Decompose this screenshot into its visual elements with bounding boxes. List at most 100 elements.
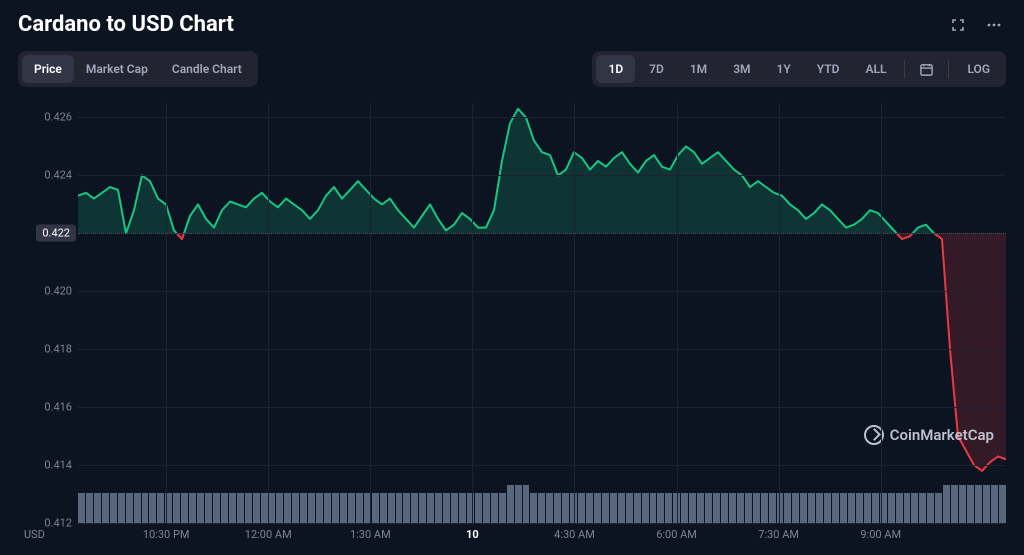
y-tick-label: 0.412	[44, 517, 72, 530]
volume-bar	[530, 493, 537, 523]
volume-bar	[919, 493, 926, 523]
volume-bar	[149, 493, 156, 523]
volume-bar	[991, 485, 998, 523]
plot-region[interactable]: CoinMarketCap	[78, 103, 1006, 523]
chart-type-tabs: PriceMarket CapCandle Chart	[18, 51, 258, 87]
volume-bar	[538, 493, 545, 523]
tab-candle-chart[interactable]: Candle Chart	[160, 55, 254, 83]
volume-bar	[594, 493, 601, 523]
volume-bar	[792, 493, 799, 523]
volume-bar	[634, 493, 641, 523]
separator	[904, 60, 905, 78]
volume-bar	[157, 493, 164, 523]
y-tick-label: 0.426	[44, 111, 72, 124]
volume-bar	[642, 493, 649, 523]
calendar-icon[interactable]	[911, 56, 942, 83]
volume-bar	[189, 493, 196, 523]
volume-bar	[816, 493, 823, 523]
volume-bar	[118, 493, 125, 523]
volume-bar	[927, 493, 934, 523]
volume-bar	[665, 493, 672, 523]
tab-7d[interactable]: 7D	[637, 55, 676, 83]
volume-bar	[777, 493, 784, 523]
tab-1y[interactable]: 1Y	[765, 55, 803, 83]
volume-bar	[269, 493, 276, 523]
volume-bar	[784, 493, 791, 523]
volume-bar	[221, 493, 228, 523]
volume-bar	[380, 493, 387, 523]
fullscreen-icon[interactable]	[950, 17, 966, 33]
volume-bar	[911, 493, 918, 523]
x-tick-label: 12:00 AM	[245, 528, 292, 541]
volume-bar	[546, 493, 553, 523]
volume-bar	[578, 493, 585, 523]
volume-bar	[800, 493, 807, 523]
tab-market-cap[interactable]: Market Cap	[74, 55, 160, 83]
volume-bar	[134, 493, 141, 523]
volume-bar	[697, 493, 704, 523]
volume-bar	[721, 493, 728, 523]
header-actions	[950, 17, 1006, 33]
watermark: CoinMarketCap	[864, 425, 994, 445]
volume-bar	[610, 493, 617, 523]
volume-bar	[872, 493, 879, 523]
volume-bar	[261, 493, 268, 523]
volume-bar	[737, 493, 744, 523]
volume-bar	[507, 485, 514, 523]
volume-bar	[626, 493, 633, 523]
volume-bar	[459, 493, 466, 523]
y-tick-label: 0.416	[44, 401, 72, 414]
log-toggle[interactable]: LOG	[955, 55, 1002, 83]
volume-bar	[181, 493, 188, 523]
chart-panel: Cardano to USD Chart PriceMarket CapCand…	[0, 0, 1024, 555]
volume-bar	[848, 493, 855, 523]
y-tick-label: 0.424	[44, 169, 72, 182]
separator	[948, 60, 949, 78]
volume-bar	[975, 485, 982, 523]
volume-bar	[515, 485, 522, 523]
tab-3m[interactable]: 3M	[721, 55, 762, 83]
tab-ytd[interactable]: YTD	[805, 55, 852, 83]
volume-bar	[602, 493, 609, 523]
volume-bar	[229, 493, 236, 523]
y-tick-label: 0.420	[44, 285, 72, 298]
volume-bar	[126, 493, 133, 523]
timerange-tabs: 1D7D1M3M1YYTDALL LOG	[592, 51, 1006, 87]
x-tick-label: 10:30 PM	[143, 528, 190, 541]
volume-bar	[213, 493, 220, 523]
volume-bar	[562, 493, 569, 523]
volume-bar	[292, 493, 299, 523]
volume-bar	[713, 493, 720, 523]
volume-bar	[729, 493, 736, 523]
currency-label: USD	[24, 528, 45, 541]
watermark-text: CoinMarketCap	[890, 426, 994, 444]
volume-bar	[864, 493, 871, 523]
volume-bar	[856, 493, 863, 523]
volume-bar	[483, 493, 490, 523]
volume-bar	[237, 493, 244, 523]
volume-bar	[650, 493, 657, 523]
more-icon[interactable]	[986, 17, 1002, 33]
volume-bar	[935, 493, 942, 523]
volume-bar	[943, 485, 950, 523]
volume-bar	[832, 493, 839, 523]
tab-price[interactable]: Price	[22, 55, 74, 83]
volume-bar	[435, 493, 442, 523]
volume-bar	[705, 493, 712, 523]
volume-bar	[253, 493, 260, 523]
volume-bar	[443, 493, 450, 523]
volume-bar	[808, 493, 815, 523]
volume-bar	[308, 493, 315, 523]
tab-1d[interactable]: 1D	[596, 55, 635, 83]
volume-bars	[78, 485, 1006, 523]
volume-bar	[245, 493, 252, 523]
volume-bar	[967, 485, 974, 523]
volume-bar	[618, 493, 625, 523]
tab-all[interactable]: ALL	[853, 55, 898, 83]
volume-bar	[110, 493, 117, 523]
volume-bar	[959, 485, 966, 523]
tab-1m[interactable]: 1M	[678, 55, 719, 83]
volume-bar	[78, 493, 85, 523]
x-tick-label: 10	[466, 528, 479, 541]
volume-bar	[586, 493, 593, 523]
